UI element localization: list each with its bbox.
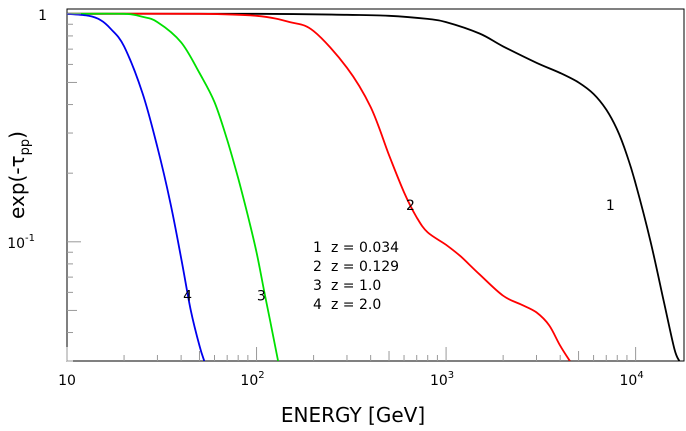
- series-line-1: [67, 12, 681, 361]
- plot-frame: [66, 8, 685, 362]
- y-axis-label-main: exp(-τ: [5, 155, 29, 219]
- x-tick-label-base: 10: [240, 373, 258, 389]
- legend-number: 3: [313, 278, 322, 294]
- series-label-4: 4: [183, 289, 192, 305]
- x-tick-label: 104: [620, 370, 644, 389]
- y-axis-label: exp(-τpp): [5, 131, 33, 219]
- y-tick-label: 1: [38, 8, 47, 24]
- series-label-1: 1: [606, 198, 615, 214]
- x-tick-label-exp: 2: [258, 370, 264, 381]
- x-tick-label-base: 10: [430, 373, 448, 389]
- legend-text: z = 0.034: [331, 240, 399, 256]
- legend-text: z = 0.129: [331, 259, 399, 275]
- x-tick-label-base: 10: [58, 373, 76, 389]
- y-tick-label-exp: -1: [25, 233, 35, 244]
- x-tick-label-exp: 3: [448, 370, 454, 381]
- legend-number: 2: [313, 259, 322, 275]
- series-line-2: [67, 12, 571, 361]
- legend-number: 1: [313, 240, 322, 256]
- x-tick-label: 103: [430, 370, 454, 389]
- y-tick-label-base: 10: [7, 236, 25, 252]
- x-tick-label-base: 10: [620, 373, 638, 389]
- series-label-2: 2: [406, 198, 415, 214]
- legend-number: 4: [313, 297, 322, 313]
- x-tick-label: 10: [58, 373, 76, 389]
- y-axis-label-close: ): [5, 131, 29, 139]
- x-axis-label: ENERGY [GeV]: [281, 403, 425, 427]
- x-tick-label-exp: 4: [637, 370, 643, 381]
- series-label-3: 3: [257, 289, 266, 305]
- legend-text: z = 2.0: [331, 297, 381, 313]
- series-line-3: [67, 12, 279, 361]
- y-tick-label-base: 1: [38, 8, 47, 24]
- series-line-4: [67, 12, 206, 361]
- x-tick-label: 102: [240, 370, 264, 389]
- curves-group: [67, 12, 681, 361]
- y-axis-label-sub: pp: [18, 139, 33, 156]
- y-tick-label: 10-1: [7, 233, 35, 252]
- legend-text: z = 1.0: [331, 278, 381, 294]
